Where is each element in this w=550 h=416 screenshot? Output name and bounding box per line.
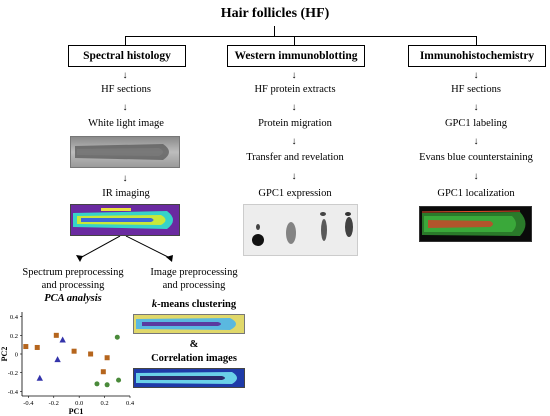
header-spectral-histology: Spectral histology [68, 45, 186, 67]
x-tick-label: 0.2 [101, 400, 109, 407]
data-point-square [104, 355, 110, 361]
white-light-image [70, 136, 180, 168]
arrow-down-icon: ↓ [473, 70, 479, 81]
spectrum-line2: and processing [41, 280, 105, 291]
arrow-down-icon: ↓ [291, 70, 297, 81]
header-western-immunoblotting: Western immunoblotting [227, 45, 365, 67]
data-point-circle [94, 381, 100, 387]
connector-col2 [294, 36, 295, 45]
correlation-image [133, 368, 245, 388]
data-point-square [100, 369, 106, 375]
arrow-down-icon: ↓ [122, 173, 128, 184]
diagram-title: Hair follicles (HF) [220, 6, 330, 21]
connector-col3 [476, 36, 477, 45]
data-point-square [71, 348, 77, 354]
y-tick-label: -0.2 [8, 370, 18, 377]
correlation-images-label: Correlation images [151, 353, 237, 364]
data-point-circle [116, 377, 122, 383]
arrow-down-icon: ↓ [122, 70, 128, 81]
arrow-down-icon: ↓ [473, 102, 479, 113]
data-point-triangle [54, 356, 61, 363]
arrow-down-icon: ↓ [291, 102, 297, 113]
ir-image [70, 204, 180, 236]
data-point-circle [114, 334, 120, 340]
y-tick-label: 0.2 [10, 333, 18, 340]
step-image-preprocessing: Image preprocessing and processing [134, 266, 254, 292]
kmeans-rest: -means clustering [157, 299, 237, 310]
connector-col1 [125, 36, 126, 45]
x-tick-label: 0.0 [75, 400, 83, 407]
x-tick-label: -0.4 [23, 400, 34, 407]
header-immunohistochemistry: Immunohistochemistry [408, 45, 546, 67]
kmeans-k: k [151, 299, 158, 310]
western-blot-image [243, 204, 358, 256]
image-line2: and processing [162, 280, 226, 291]
step-evans-blue: Evans blue counterstaining [419, 152, 533, 163]
image-line1: Image preprocessing [150, 267, 238, 278]
pca-analysis-label: PCA analysis [44, 293, 102, 304]
step-hf-protein-extracts: HF protein extracts [254, 84, 336, 95]
kmeans-image [133, 314, 245, 334]
y-tick-label: 0 [15, 352, 18, 359]
arrow-down-icon: ↓ [473, 171, 479, 182]
data-point-circle [104, 382, 110, 388]
step-gpc1-localization: GPC1 localization [437, 188, 515, 199]
pca-scatter-chart: 0.4 0.2 0 -0.2 -0.4 -0.4 -0.2 0.0 0.2 0.4 PC1 PC2 [0, 312, 135, 416]
y-tick-label: 0.4 [10, 314, 19, 321]
data-point-triangle [36, 374, 43, 381]
x-tick-label: -0.2 [49, 400, 59, 407]
connector-title-stem [274, 26, 275, 36]
step-white-light-image: White light image [88, 118, 164, 129]
arrow-down-icon: ↓ [291, 171, 297, 182]
step-hf-sections: HF sections [101, 84, 151, 95]
arrow-down-icon: ↓ [291, 136, 297, 147]
step-gpc1-labeling: GPC1 labeling [444, 118, 508, 129]
arrow-down-icon: ↓ [122, 102, 128, 113]
data-point-square [53, 332, 59, 338]
connector-horizontal [125, 36, 477, 37]
arrow-down-icon: ↓ [473, 136, 479, 147]
spectrum-line1: Spectrum preprocessing [22, 267, 124, 278]
kmeans-label: k-means clustering [134, 298, 254, 311]
step-gpc1-expression: GPC1 expression [258, 188, 332, 199]
data-point-square [88, 351, 94, 357]
step-protein-migration: Protein migration [258, 118, 332, 129]
step-spectrum-preprocessing: Spectrum preprocessing and processing PC… [8, 266, 138, 305]
data-point-triangle [59, 336, 66, 343]
data-point-square [23, 344, 29, 350]
ampersand-label: & [189, 339, 199, 350]
x-axis-label: PC1 [69, 407, 84, 416]
step-hf-sections-ihc: HF sections [451, 84, 501, 95]
x-tick-label: 0.4 [126, 400, 135, 407]
branch-arrows [76, 236, 173, 262]
y-tick-label: -0.4 [8, 389, 19, 396]
ihc-image [419, 206, 532, 242]
step-transfer-revelation: Transfer and revelation [246, 152, 344, 163]
y-axis-label: PC2 [0, 347, 9, 362]
step-ir-imaging: IR imaging [102, 188, 150, 199]
data-point-square [34, 344, 40, 350]
